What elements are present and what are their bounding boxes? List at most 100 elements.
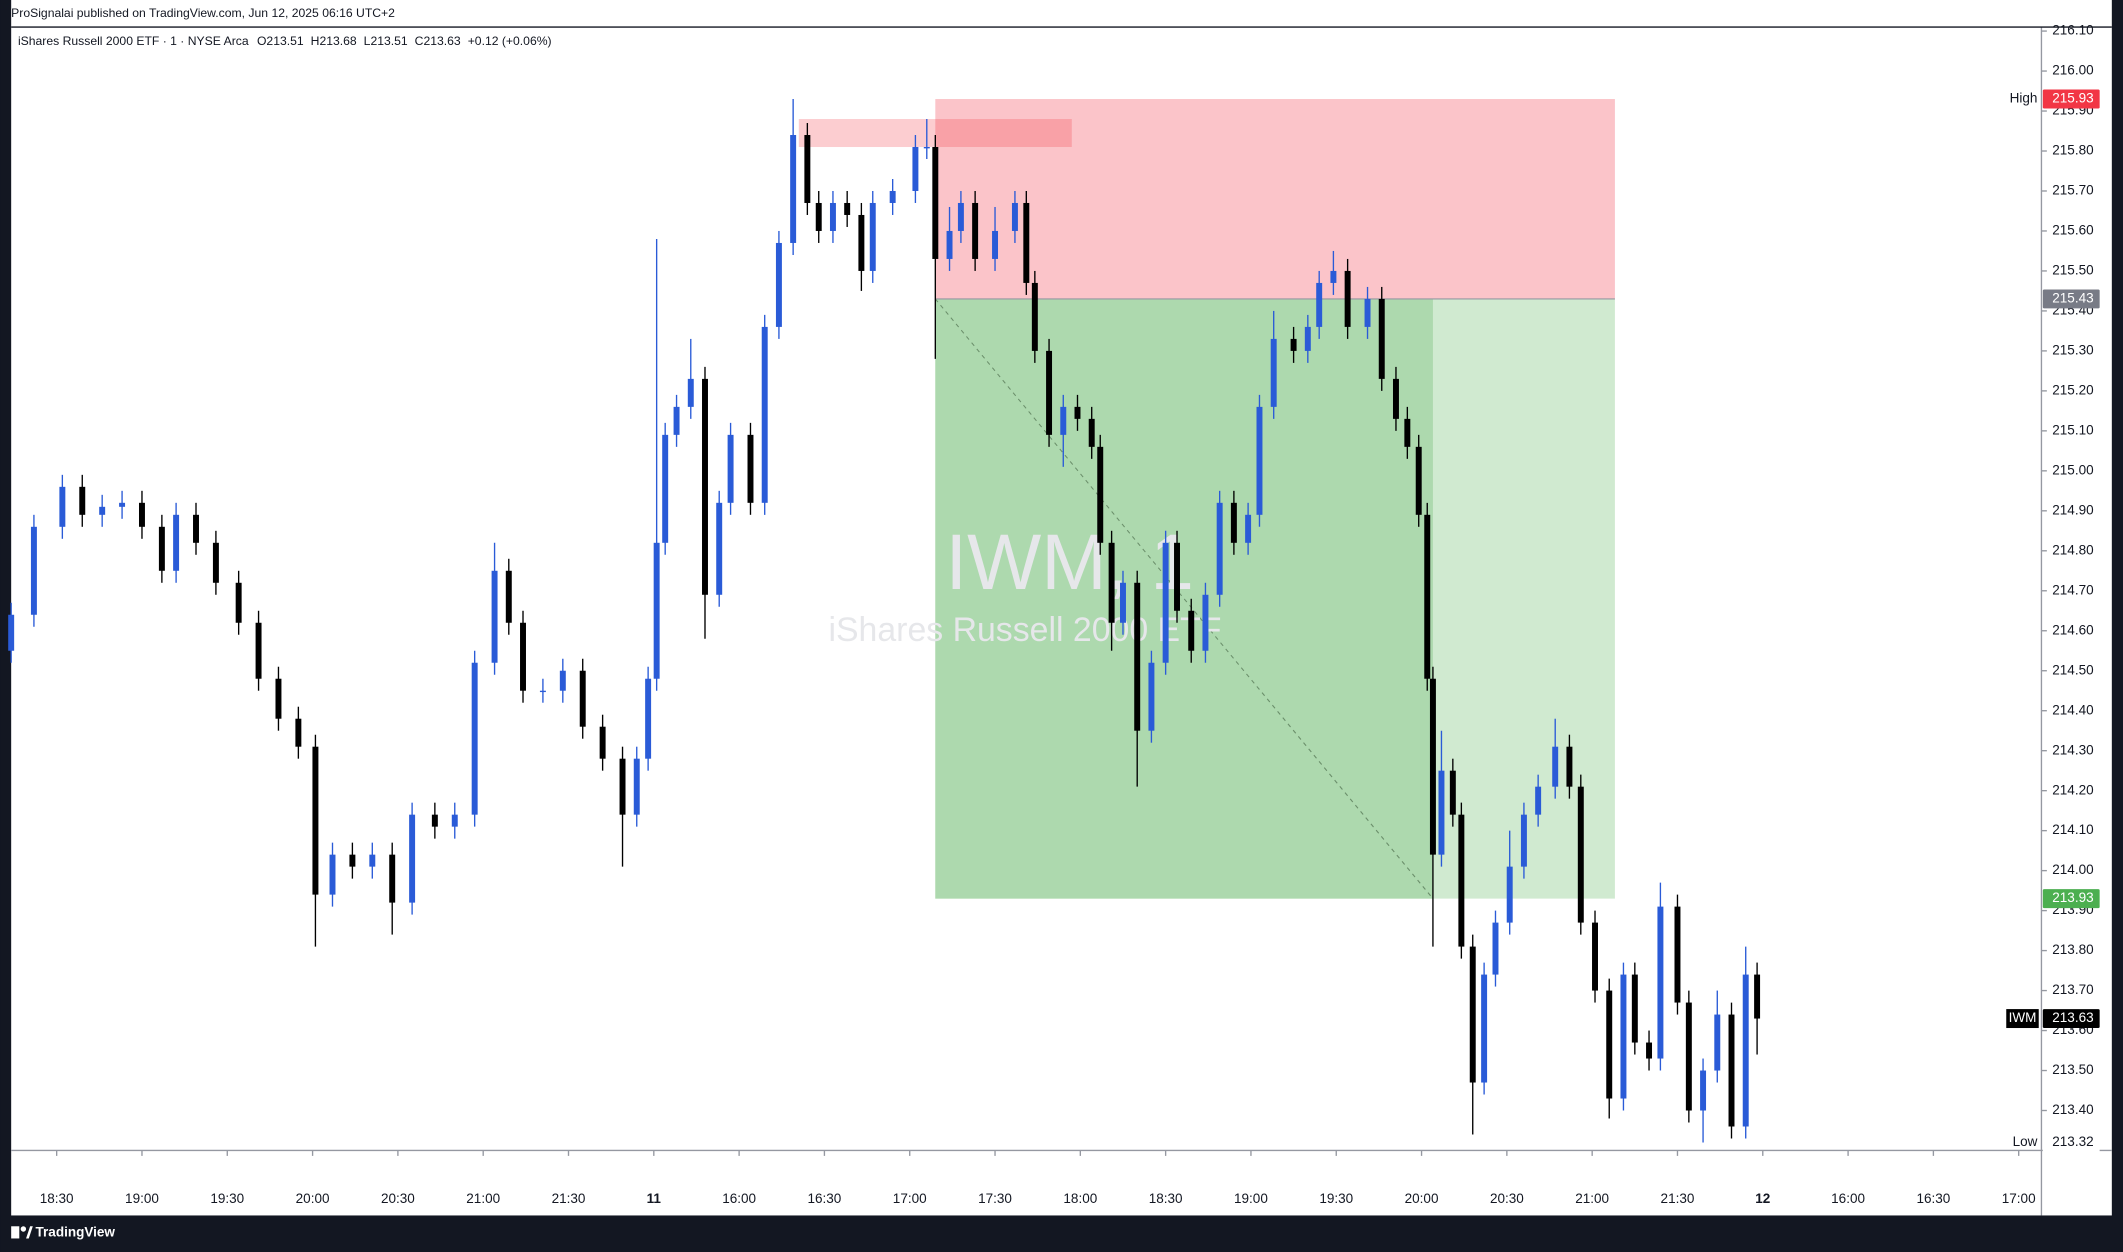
- candle-body: [1492, 922, 1499, 975]
- candle-body: [702, 378, 708, 595]
- candle-body: [30, 526, 37, 615]
- x-tick-label: 17:30: [978, 1191, 1012, 1206]
- candle-body: [235, 582, 242, 623]
- candle-body: [1060, 406, 1067, 435]
- logo-mark: [26, 1226, 33, 1239]
- y-tick-label: 214.80: [2052, 542, 2093, 557]
- legend-ohlc: L213.51: [364, 34, 408, 48]
- candle-body: [829, 202, 836, 231]
- stop-zone: [935, 99, 1615, 299]
- candle-body: [1438, 770, 1445, 855]
- candle-body: [747, 434, 754, 503]
- candle-body: [59, 486, 66, 527]
- x-tick-label: 19:30: [210, 1191, 244, 1206]
- candle-body: [1458, 814, 1465, 947]
- x-tick-label: 16:00: [722, 1191, 756, 1206]
- y-tick-label: 214.20: [2052, 782, 2093, 797]
- candle-body: [844, 202, 851, 215]
- x-tick-label: 17:00: [2002, 1191, 2036, 1206]
- price-badge-label: 215.43: [2052, 291, 2093, 306]
- candle-body: [1481, 974, 1488, 1083]
- y-tick-label: 214.40: [2052, 702, 2093, 717]
- header: ProSignalai published on TradingView.com…: [11, 6, 395, 20]
- y-tick-label: 213.50: [2052, 1062, 2093, 1077]
- candle-body: [1674, 906, 1681, 1003]
- candle-body: [1592, 922, 1598, 991]
- candle-body: [1097, 446, 1104, 543]
- price-badge-label: 213.93: [2052, 890, 2093, 905]
- x-tick-label: 21:00: [466, 1191, 500, 1206]
- candle-body: [957, 202, 964, 231]
- target-zone-filled: [935, 298, 1433, 899]
- logo-mark: [11, 1226, 20, 1239]
- candle-body: [1728, 1014, 1735, 1127]
- candle-body: [1424, 514, 1431, 679]
- y-tick-label: 214.60: [2052, 622, 2093, 637]
- candle-body: [1120, 582, 1126, 623]
- y-tick-label: 215.20: [2052, 382, 2093, 397]
- x-tick-label: 20:00: [1405, 1191, 1439, 1206]
- x-tick-label: 19:00: [1234, 1191, 1268, 1206]
- candle-body: [1646, 1042, 1653, 1059]
- price-badge-label: 213.63: [2052, 1010, 2093, 1025]
- candle-body: [1108, 542, 1115, 623]
- x-tick-label: 11: [647, 1191, 662, 1206]
- candle-body: [1216, 502, 1223, 595]
- x-tick-label: 20:00: [296, 1191, 330, 1206]
- candle-body: [99, 506, 106, 515]
- candle-body: [1535, 786, 1542, 815]
- candle-body: [889, 190, 896, 203]
- y-tick-label: 214.30: [2052, 742, 2093, 757]
- y-tick-label: 215.70: [2052, 183, 2093, 198]
- candle-body: [255, 622, 262, 679]
- price-badge-label: 215.93: [2052, 91, 2093, 106]
- candle-body: [645, 678, 652, 759]
- candle-body: [1316, 282, 1323, 327]
- price-badge: [2042, 1009, 2100, 1029]
- legend-ohlc: O213.51: [257, 34, 304, 48]
- candle-body: [1631, 974, 1638, 1043]
- candle-body: [1074, 406, 1081, 419]
- candle-body: [1270, 338, 1277, 407]
- y-tick-label: 214.90: [2052, 502, 2093, 517]
- candle-body: [619, 758, 626, 815]
- candle-body: [295, 718, 302, 747]
- y-tick-label: 213.80: [2052, 942, 2093, 957]
- y-tick-label: 215.60: [2052, 223, 2093, 238]
- y-tick-label: 215.50: [2052, 263, 2093, 278]
- candle-body: [1520, 814, 1527, 867]
- x-tick-label: 12: [1755, 1191, 1770, 1206]
- y-tick-label: 215.10: [2052, 422, 2093, 437]
- x-tick-label: 16:30: [1916, 1191, 1950, 1206]
- candle-body: [369, 854, 376, 867]
- candle-body: [8, 614, 15, 651]
- candle-body: [992, 230, 999, 259]
- candle-body: [1162, 542, 1169, 663]
- candle-body: [1754, 974, 1761, 1019]
- candle-body: [1742, 974, 1749, 1127]
- candle-body: [716, 502, 723, 595]
- symbol-tag-box: [2006, 1009, 2039, 1029]
- footer-brand: TradingView: [36, 1225, 116, 1240]
- candle-body: [815, 202, 822, 231]
- candle-body: [1620, 974, 1627, 1099]
- candle-body: [599, 726, 606, 759]
- y-tick-label: 215.00: [2052, 462, 2093, 477]
- y-tick-label: 216.00: [2052, 63, 2093, 78]
- y-tick-label: 213.40: [2052, 1102, 2093, 1117]
- candle-body: [1088, 418, 1095, 447]
- y-tick-label: 213.70: [2052, 982, 2093, 997]
- candle-body: [946, 230, 953, 259]
- candle-body: [1700, 1070, 1707, 1111]
- candle-body: [804, 135, 811, 203]
- footer-logo: [11, 1226, 33, 1239]
- candle-body: [1657, 906, 1664, 1059]
- candle-body: [1202, 594, 1209, 651]
- y-tick-label: 214.50: [2052, 662, 2093, 677]
- candle-body: [1230, 502, 1237, 543]
- legend-symbol: iShares Russell 2000 ETF · 1 · NYSE Arca: [18, 34, 249, 48]
- candle-body: [761, 326, 768, 503]
- x-tick-label: 16:30: [808, 1191, 842, 1206]
